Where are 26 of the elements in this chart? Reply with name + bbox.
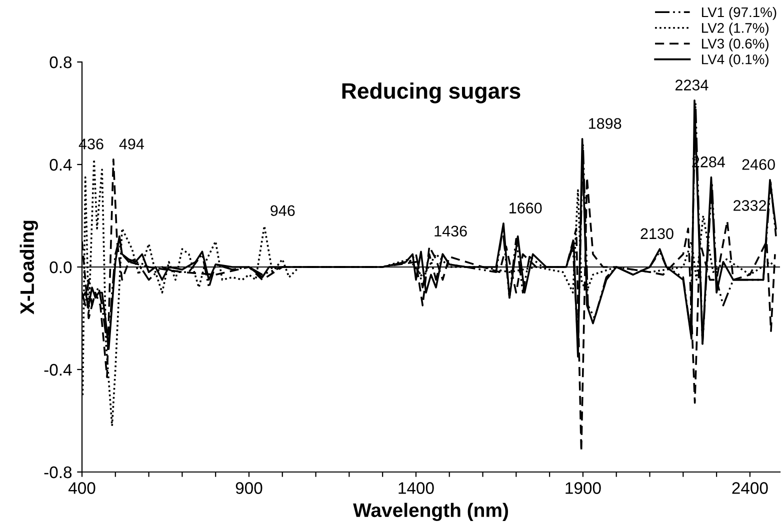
y-tick-label: -0.8 [44,466,72,478]
annotation: 2130 [640,228,674,240]
legend-label: LV2 (1.7%) [702,22,768,36]
legend-label: LV4 (0.1%) [702,54,768,68]
y-axis-title: X-Loading [20,220,38,314]
annotation: 946 [270,205,295,216]
y-tick-label: -0.4 [44,364,72,376]
annotation: 2460 [742,159,775,170]
x-tick-label: 2400 [732,482,768,494]
legend-label: LV3 (0.6%) [702,38,768,52]
annotation: 2234 [676,80,708,90]
annotation: 494 [119,138,144,150]
annotation: 1898 [589,118,622,129]
x-tick-label: 1900 [566,482,601,494]
x-tick-label: 900 [236,482,262,494]
y-tick-label: 0.8 [50,56,72,68]
x-tick-label: 1400 [398,482,434,494]
annotation: 1660 [510,202,542,214]
legend-label: LV1 (97.1%) [702,6,776,20]
y-tick-label: 0.0 [50,261,72,274]
annotation: 2332 [734,200,766,211]
annotation: 1436 [434,226,467,237]
text: Reducing sugars [342,82,520,104]
y-tick-label: 0.4 [50,158,72,171]
x-axis-title: Wavelength (nm) [353,502,508,522]
x-tick-label: 400 [68,482,96,494]
